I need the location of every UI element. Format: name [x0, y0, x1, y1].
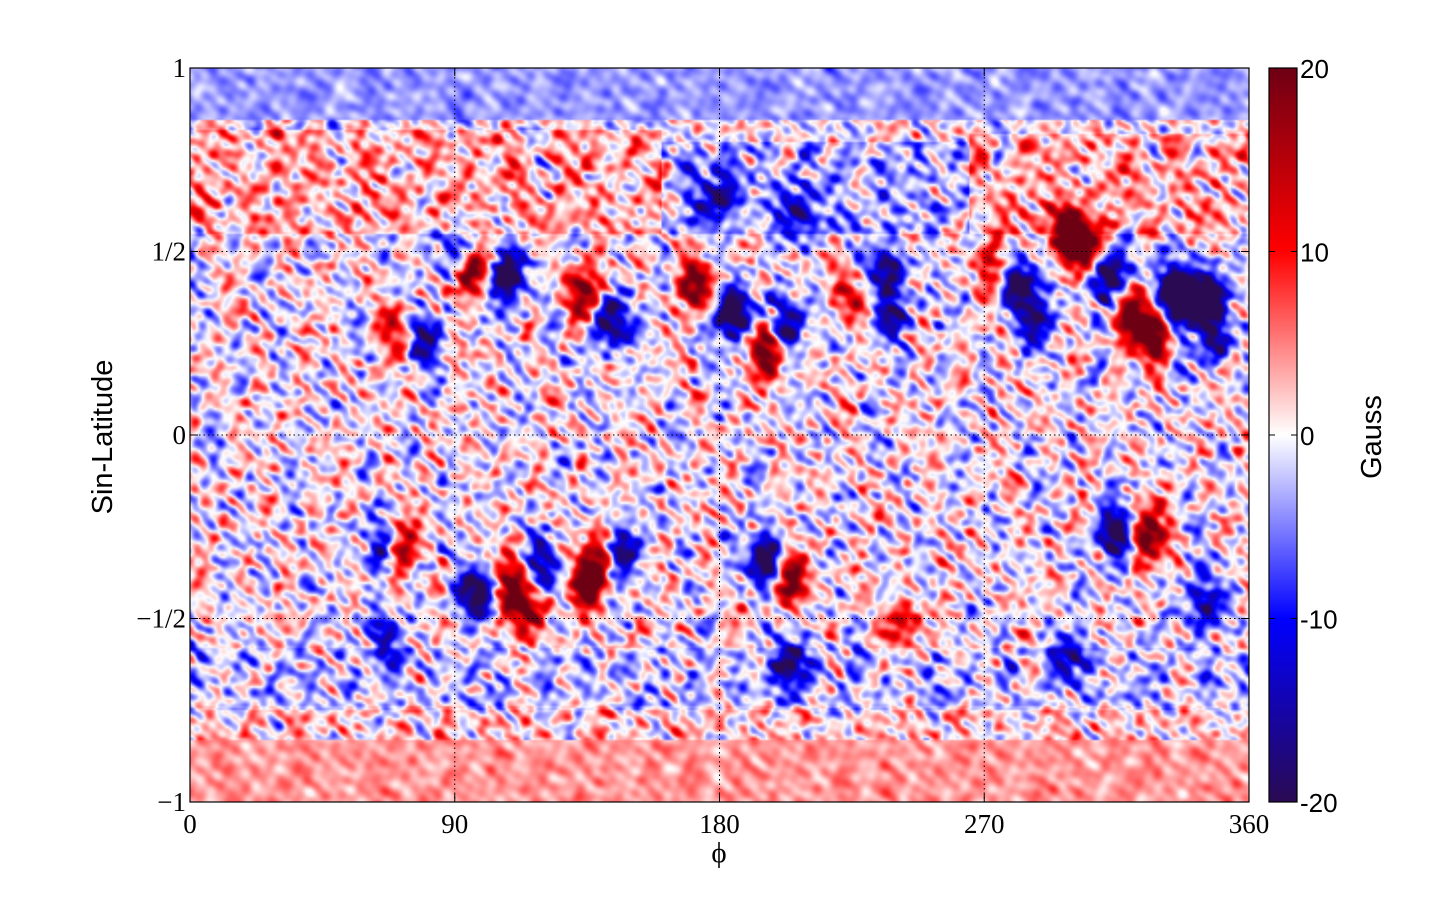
- x-axis-label: ϕ: [711, 837, 726, 869]
- y-axis-ticks: 1 1/2 0 −1/2 −1: [136, 53, 1249, 817]
- colorbar-label: Gauss: [1356, 395, 1388, 479]
- y-axis-label: Sin-Latitude: [87, 360, 119, 515]
- colorbar-tick-label: 10: [1300, 238, 1329, 268]
- y-tick-label: −1/2: [136, 604, 186, 634]
- x-tick-label: 90: [441, 809, 468, 839]
- x-tick-label: 270: [964, 809, 1005, 839]
- y-tick-label: −1: [157, 787, 186, 817]
- y-tick-label: 1: [173, 53, 187, 83]
- colorbar-tick-label: 0: [1300, 421, 1314, 451]
- colorbar-ticks: 20 10 0 -10 -20: [1269, 54, 1338, 818]
- x-tick-label: 360: [1229, 809, 1270, 839]
- colorbar-tick-label: -10: [1300, 605, 1338, 635]
- y-tick-label: 0: [173, 420, 187, 450]
- x-tick-label: 0: [183, 809, 197, 839]
- y-tick-label: 1/2: [151, 237, 186, 267]
- grid-lines: [190, 68, 1249, 802]
- x-axis-ticks: 0 90 180 270 360: [183, 68, 1269, 839]
- colorbar-tick-label: 20: [1300, 54, 1329, 84]
- x-tick-label: 180: [699, 809, 740, 839]
- colorbar-tick-label: -20: [1300, 788, 1338, 818]
